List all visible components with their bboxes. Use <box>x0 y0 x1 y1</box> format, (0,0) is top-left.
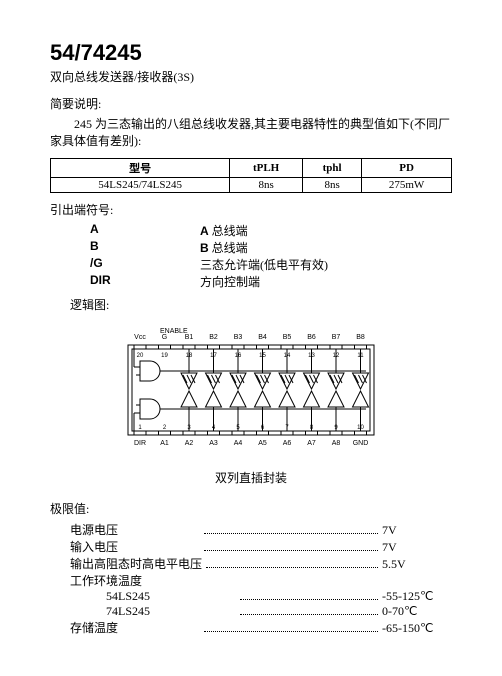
limit-row: 电源电压 7V <box>70 521 452 538</box>
pin-sym: DIR <box>90 273 200 290</box>
limit-label: 工作环境温度 <box>70 572 200 589</box>
spec-h0: 型号 <box>51 158 230 177</box>
spec-c0: 54LS245/74LS245 <box>51 177 230 192</box>
pin-B-bold: B <box>200 241 209 255</box>
limit-row: 74LS245 0-70℃ <box>70 604 452 619</box>
svg-text:A4: A4 <box>234 440 243 447</box>
limit-value: 0-70℃ <box>382 604 452 619</box>
pins-list: AA 总线端 BB 总线端 /G三态允许端(低电平有效) DIR方向控制端 <box>90 222 452 290</box>
limit-row: 54LS245 -55-125℃ <box>70 589 452 604</box>
svg-text:1: 1 <box>138 425 142 431</box>
brief-text: 245 为三态输出的八组总线收发器,其主要电器特性的典型值如下(不同厂家具体值有… <box>50 116 452 150</box>
svg-text:GND: GND <box>353 440 369 447</box>
pin-sym: B <box>90 239 200 256</box>
part-title: 54/74245 <box>50 40 452 66</box>
dots <box>240 614 378 615</box>
limit-value: 7V <box>382 523 452 538</box>
dots <box>204 533 378 534</box>
svg-text:20: 20 <box>137 353 144 359</box>
pin-desc: 方向控制端 <box>200 273 260 290</box>
spec-h2: tphl <box>302 158 361 177</box>
limits-list: 电源电压 7V 输入电压 7V 输出高阻态时高电平电压 5.5V 工作环境温度54LS245… <box>70 521 452 636</box>
spec-h3: PD <box>362 158 452 177</box>
limit-row: 工作环境温度 <box>70 572 452 589</box>
spec-c1: 8ns <box>230 177 303 192</box>
package-caption: 双列直插封装 <box>50 469 452 486</box>
brief-heading: 简要说明: <box>50 95 452 112</box>
logic-svg: ENABLE Vcc20G19B118B217B316B415B514B613B… <box>106 323 396 463</box>
limit-label: 74LS245 <box>106 604 236 619</box>
logic-diagram: ENABLE Vcc20G19B118B217B316B415B514B613B… <box>50 323 452 463</box>
pin-desc: B 总线端 <box>200 239 248 256</box>
spec-h1: tPLH <box>230 158 303 177</box>
svg-text:DIR: DIR <box>134 440 146 447</box>
limit-value: 5.5V <box>382 557 452 572</box>
svg-text:B1: B1 <box>185 334 194 341</box>
svg-text:A2: A2 <box>185 440 194 447</box>
pins-heading: 引出端符号: <box>50 201 452 218</box>
spec-c2: 8ns <box>302 177 361 192</box>
dots <box>204 631 378 632</box>
limits-heading: 极限值: <box>50 500 452 517</box>
dots <box>206 567 378 568</box>
svg-text:B8: B8 <box>356 334 365 341</box>
svg-text:19: 19 <box>161 353 168 359</box>
limit-value: -65-150℃ <box>382 621 452 636</box>
limit-label: 输入电压 <box>70 538 200 555</box>
svg-text:A7: A7 <box>307 440 316 447</box>
pin-A-bold: A <box>200 224 209 238</box>
svg-text:B5: B5 <box>283 334 292 341</box>
pin-sym: A <box>90 222 200 239</box>
svg-text:A3: A3 <box>209 440 218 447</box>
svg-text:Vcc: Vcc <box>134 334 146 341</box>
pin-desc: A 总线端 <box>200 222 248 239</box>
svg-text:B4: B4 <box>258 334 267 341</box>
svg-text:2: 2 <box>163 425 167 431</box>
dots <box>240 599 378 600</box>
spec-table: 型号 tPLH tphl PD 54LS245/74LS245 8ns 8ns … <box>50 158 452 193</box>
logic-label: 逻辑图: <box>70 296 452 313</box>
spec-c3: 275mW <box>362 177 452 192</box>
limit-label: 存储温度 <box>70 619 200 636</box>
svg-text:A1: A1 <box>160 440 169 447</box>
pin-sym: /G <box>90 256 200 273</box>
limit-label: 输出高阻态时高电平电压 <box>70 555 202 572</box>
pin-desc: 三态允许端(低电平有效) <box>200 256 328 273</box>
dots <box>204 550 378 551</box>
svg-text:B7: B7 <box>332 334 341 341</box>
limit-value: 7V <box>382 540 452 555</box>
subtitle: 双向总线发送器/接收器(3S) <box>50 68 452 85</box>
limit-value: -55-125℃ <box>382 589 452 604</box>
limit-label: 电源电压 <box>70 521 200 538</box>
svg-text:B6: B6 <box>307 334 316 341</box>
limit-row: 输入电压 7V <box>70 538 452 555</box>
svg-text:A5: A5 <box>258 440 267 447</box>
limit-row: 存储温度 -65-150℃ <box>70 619 452 636</box>
svg-text:B2: B2 <box>209 334 218 341</box>
svg-text:G: G <box>162 334 167 341</box>
svg-text:A8: A8 <box>332 440 341 447</box>
limit-label: 54LS245 <box>106 589 236 604</box>
svg-text:A6: A6 <box>283 440 292 447</box>
limit-row: 输出高阻态时高电平电压 5.5V <box>70 555 452 572</box>
svg-text:B3: B3 <box>234 334 243 341</box>
